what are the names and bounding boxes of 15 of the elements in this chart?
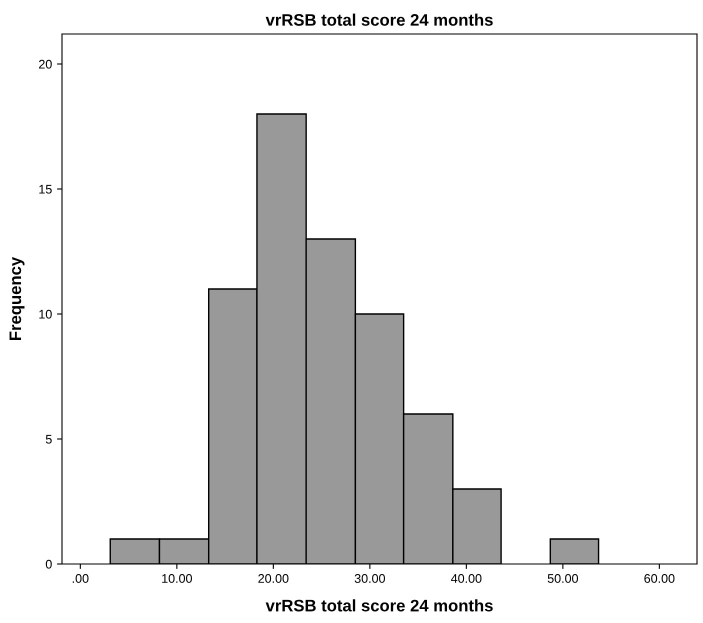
x-tick-label: .00 [72, 574, 89, 583]
y-tick-label: 0 [46, 560, 52, 569]
y-axis-title: Frequency [10, 256, 24, 340]
x-axis-title: vrRSB total score 24 months [266, 599, 493, 612]
y-tick-label: 5 [46, 434, 52, 444]
x-tick-label: 20.00 [258, 574, 288, 583]
x-tick-label: 50.00 [548, 574, 578, 583]
x-tick-label: 30.00 [354, 574, 385, 583]
chart-title: vrRSB total score 24 months [266, 14, 493, 26]
y-tick-label: 20 [39, 60, 52, 69]
y-tick-label: 15 [39, 184, 52, 194]
x-tick-label: 60.00 [644, 574, 675, 583]
x-tick-label: 10.00 [162, 574, 192, 583]
y-tick-label: 10 [39, 310, 52, 319]
x-tick-label: 40.00 [451, 574, 482, 583]
